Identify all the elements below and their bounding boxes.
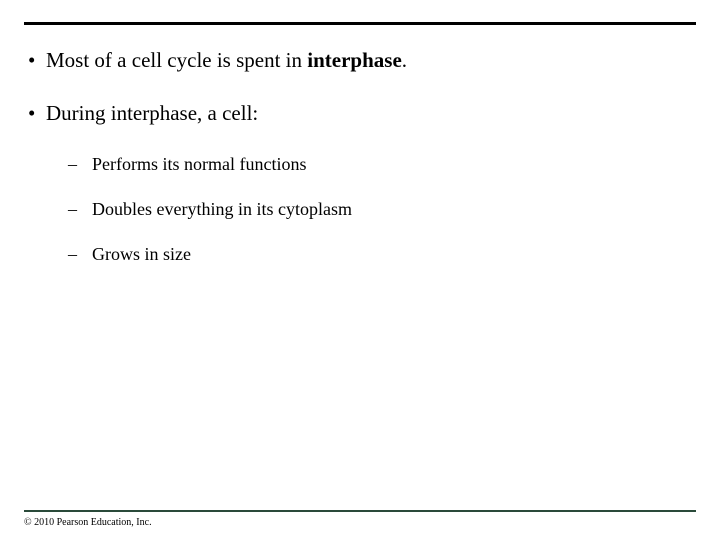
text-fragment: . [402,48,407,72]
dash-marker: – [68,154,92,175]
top-horizontal-rule [24,22,696,25]
bullet-level1: • During interphase, a cell: [24,101,696,126]
bullet-marker: • [24,48,46,73]
bottom-horizontal-rule [24,510,696,512]
bullet-level2: – Performs its normal functions [68,154,696,175]
bullet-text: Grows in size [92,244,191,265]
bullet-level1: • Most of a cell cycle is spent in inter… [24,48,696,73]
bullet-level2: – Doubles everything in its cytoplasm [68,199,696,220]
bullet-text: Doubles everything in its cytoplasm [92,199,352,220]
bullet-text: Most of a cell cycle is spent in interph… [46,48,407,73]
dash-marker: – [68,244,92,265]
bullet-level2: – Grows in size [68,244,696,265]
text-fragment: Most of a cell cycle is spent in [46,48,307,72]
bullet-text: Performs its normal functions [92,154,306,175]
bullet-text: During interphase, a cell: [46,101,258,126]
bullet-marker: • [24,101,46,126]
slide-content: • Most of a cell cycle is spent in inter… [24,48,696,289]
dash-marker: – [68,199,92,220]
copyright-text: © 2010 Pearson Education, Inc. [24,517,152,528]
text-bold: interphase [307,48,402,72]
